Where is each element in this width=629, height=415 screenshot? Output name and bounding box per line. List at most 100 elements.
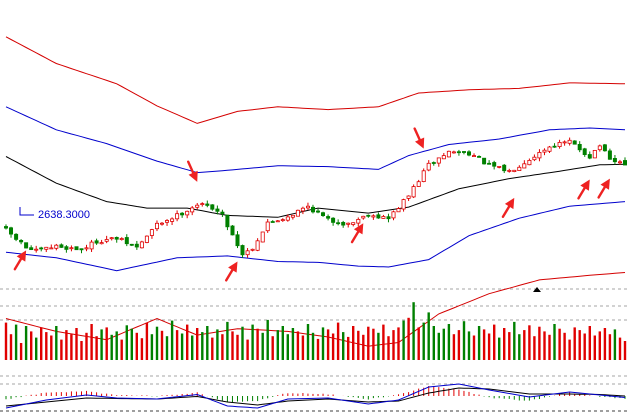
candle-body (542, 149, 547, 153)
candle-body (175, 213, 180, 220)
arrow-marker (13, 250, 27, 271)
candle-body (154, 222, 159, 230)
candle-body (94, 240, 99, 244)
candle-body (361, 215, 366, 219)
candle (109, 236, 114, 241)
candle-body (572, 140, 577, 145)
volume-bar (608, 334, 612, 360)
candle (537, 149, 542, 162)
low-price-pointer (19, 207, 34, 216)
candle (487, 160, 492, 165)
candle (507, 168, 512, 173)
candle (104, 235, 109, 244)
candle-body (170, 218, 175, 222)
candle-body (471, 155, 476, 158)
volume-bar (482, 329, 486, 360)
candle-body (346, 222, 351, 225)
volume-bar (135, 332, 138, 360)
candle-body (391, 211, 396, 219)
candle-body (265, 221, 270, 232)
volume-bar (236, 334, 239, 360)
candle (170, 217, 175, 226)
volume-bar (548, 334, 551, 360)
candle-body (421, 170, 426, 183)
arrow-marker (187, 160, 198, 182)
volume-bar (357, 330, 360, 360)
candle (391, 210, 396, 221)
volume-bar (291, 328, 295, 360)
candle (54, 243, 59, 251)
candle-body (139, 241, 144, 249)
candle-body (54, 244, 59, 249)
volume-bar (140, 338, 144, 360)
candle (300, 206, 305, 215)
candle (285, 214, 290, 222)
volume-bar (508, 332, 511, 360)
candle-body (587, 154, 592, 159)
candle-body (477, 155, 482, 158)
volume-bar (301, 335, 305, 360)
candle (326, 214, 331, 221)
candle (74, 246, 79, 251)
volume-bar (543, 331, 546, 360)
volume-bar (523, 330, 526, 360)
candle (376, 212, 381, 219)
volume-bar (432, 326, 435, 360)
candle-body (401, 199, 406, 210)
volume-bar (165, 336, 169, 360)
candle (421, 168, 426, 183)
volume-bar (90, 324, 93, 360)
candle (446, 150, 451, 158)
volume-bar (60, 339, 63, 360)
volume-bar (407, 317, 410, 360)
volume-bar (191, 335, 194, 360)
volume-bar (347, 336, 350, 360)
candle (618, 159, 623, 165)
candle (235, 231, 240, 249)
candle-body (144, 235, 149, 243)
candle-body (44, 246, 49, 250)
candle-body (336, 222, 341, 225)
volume-bar (316, 338, 320, 360)
candle-body (351, 222, 356, 225)
volume-bar (558, 328, 561, 360)
candle-body (456, 151, 461, 154)
candle-body (446, 150, 451, 158)
candle-body (69, 247, 74, 250)
arrow-annotations (13, 127, 610, 282)
candle (441, 152, 446, 160)
volume-bar (392, 330, 395, 360)
volume-bar (352, 326, 355, 360)
arrow-head (580, 179, 590, 191)
candle (270, 220, 275, 223)
candle (265, 218, 270, 233)
volume-bar (201, 332, 204, 360)
volume-bar (30, 331, 33, 360)
candle-body (320, 212, 325, 216)
volume-bar (100, 329, 103, 360)
candle (522, 160, 527, 169)
candle-body (557, 141, 562, 147)
candle (461, 151, 466, 155)
candle-body (512, 169, 517, 173)
candle-body (592, 149, 597, 159)
candle (577, 141, 582, 153)
volume-bar (336, 322, 340, 360)
candle-body (315, 210, 320, 213)
volume-bar (80, 341, 83, 360)
candle-body (381, 216, 386, 219)
upper-outer-band-line (5, 36, 626, 124)
candle (436, 157, 441, 167)
candle-body (250, 248, 255, 251)
volume-bar (382, 324, 385, 360)
candle (164, 219, 169, 226)
candle-body (185, 210, 190, 216)
volume-bar (437, 332, 440, 360)
volume-bar (221, 334, 224, 360)
candle-body (618, 161, 623, 164)
candle-body (104, 239, 109, 242)
candle (451, 150, 456, 154)
candle-body (49, 247, 54, 250)
volume-bar (115, 331, 118, 360)
arrow-marker (413, 127, 425, 149)
